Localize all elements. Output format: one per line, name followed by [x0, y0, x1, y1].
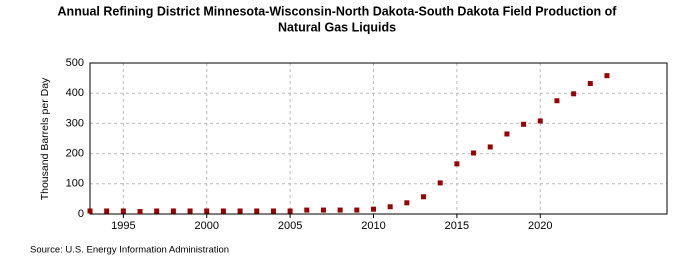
- x-tick-label: 2005: [278, 220, 302, 232]
- data-point: [604, 73, 610, 79]
- data-point: [487, 144, 493, 150]
- y-axis-label: Thousand Barrels per Day: [39, 77, 51, 200]
- chart-title: Annual Refining District Minnesota-Wisco…: [58, 4, 618, 18]
- data-point: [237, 208, 243, 214]
- data-point: [571, 91, 577, 97]
- y-tick-label: 100: [66, 178, 84, 190]
- data-point: [304, 207, 310, 213]
- data-point: [320, 207, 326, 213]
- x-tick-label: 2020: [528, 220, 552, 232]
- data-point: [220, 208, 226, 214]
- x-tick-label: 2010: [361, 220, 385, 232]
- y-tick-label: 500: [66, 57, 84, 69]
- data-point: [170, 208, 176, 214]
- data-point: [354, 207, 360, 213]
- data-point: [254, 208, 260, 214]
- source: Source: U.S. Energy Information Administ…: [30, 245, 229, 256]
- data-point: [537, 118, 543, 124]
- data-point: [104, 208, 110, 214]
- data-point: [587, 81, 593, 87]
- data-point: [120, 208, 126, 214]
- data-point: [521, 121, 527, 127]
- data-point: [287, 208, 293, 214]
- data-point: [370, 206, 376, 212]
- data-point: [204, 208, 210, 214]
- data-point: [87, 208, 93, 214]
- y-tick-label: 400: [66, 87, 84, 99]
- data-point: [554, 98, 560, 104]
- data-point: [137, 209, 143, 215]
- y-tick-label: 200: [66, 148, 84, 160]
- data-point: [387, 204, 393, 210]
- data-point: [154, 208, 160, 214]
- data-point: [270, 208, 276, 214]
- data-point: [454, 161, 460, 167]
- x-tick-label: 2000: [194, 220, 218, 232]
- plot-frame: [89, 62, 668, 215]
- y-tick-label: 0: [78, 208, 84, 220]
- x-tick-label: 1995: [111, 220, 135, 232]
- data-point: [337, 207, 343, 213]
- data-point: [421, 194, 427, 200]
- chart-subtitle: Natural Gas Liquids: [278, 20, 396, 34]
- data-point: [187, 208, 193, 214]
- data-point: [504, 131, 510, 137]
- data-point: [404, 200, 410, 206]
- x-tick-label: 2015: [445, 220, 469, 232]
- data-point: [471, 150, 477, 156]
- data-point: [437, 180, 443, 186]
- y-tick-label: 300: [66, 117, 84, 129]
